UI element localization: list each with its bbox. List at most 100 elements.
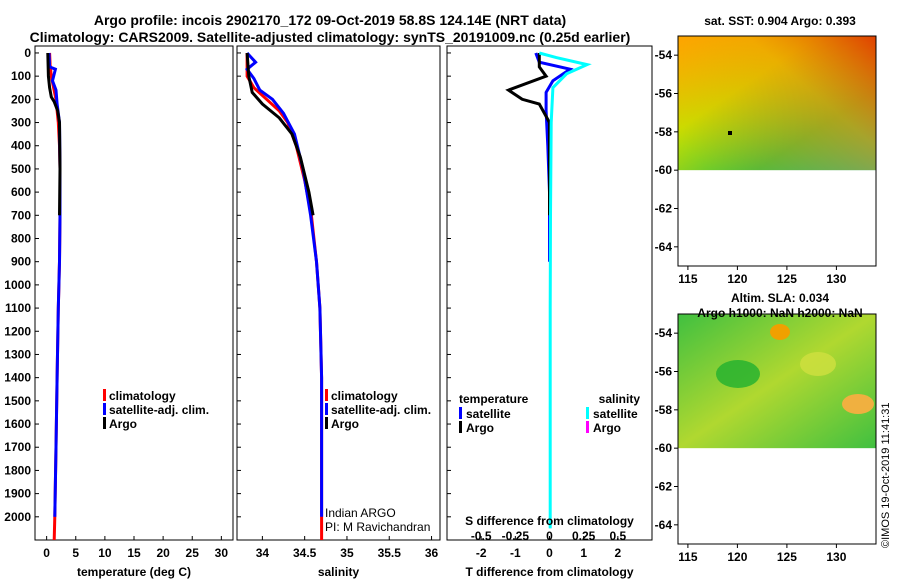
map-y-tick-label: -54 — [655, 326, 673, 340]
map-y-tick-label: -62 — [655, 480, 673, 494]
y-tick-label: 900 — [11, 255, 31, 269]
legend-label: climatology — [109, 389, 176, 403]
legend-swatch — [459, 407, 462, 419]
y-tick-label: 1900 — [4, 487, 31, 501]
legend-label: satellite-adj. clim. — [331, 403, 431, 417]
series-line — [46, 52, 62, 216]
x-tick-label: 35.5 — [378, 546, 402, 560]
secondary-tick-label: 0.25 — [572, 529, 596, 543]
secondary-tick-label: 0 — [546, 529, 553, 543]
map-y-tick-label: -64 — [655, 240, 673, 254]
map-y-tick-label: -64 — [655, 518, 673, 532]
x-tick-label: 25 — [186, 546, 200, 560]
x-tick-label: -2 — [476, 546, 487, 560]
annotation-label: PI: M Ravichandran — [325, 520, 430, 534]
y-tick-label: 600 — [11, 185, 31, 199]
x-tick-label: 30 — [215, 546, 229, 560]
x-tick-label: 5 — [72, 546, 79, 560]
sla-anomaly — [800, 352, 836, 376]
legend-swatch — [103, 417, 106, 429]
y-tick-label: 100 — [11, 69, 31, 83]
map-y-tick-label: -56 — [655, 365, 673, 379]
y-tick-label: 700 — [11, 208, 31, 222]
legend-swatch — [325, 389, 328, 401]
sla-anomaly — [716, 360, 760, 388]
series-line — [245, 52, 315, 216]
x-tick-label: 1 — [580, 546, 587, 560]
map-x-tick-label: 130 — [826, 550, 846, 564]
series-line — [505, 53, 551, 216]
legend-label: satellite-adj. clim. — [109, 403, 209, 417]
x-tick-label: -1 — [510, 546, 521, 560]
y-tick-label: 1600 — [4, 417, 31, 431]
y-tick-label: 1200 — [4, 324, 31, 338]
map-y-tick-label: -62 — [655, 202, 673, 216]
y-tick-label: 1100 — [5, 301, 31, 315]
x-tick-label: 2 — [614, 546, 621, 560]
map-y-tick-label: -56 — [655, 87, 673, 101]
map-y-tick-label: -58 — [655, 403, 673, 417]
series-line — [538, 51, 592, 529]
map-x-tick-label: 115 — [678, 550, 698, 564]
y-tick-label: 300 — [11, 116, 31, 130]
sla-anomaly — [842, 394, 874, 414]
legend-label: satellite — [466, 407, 511, 421]
legend-swatch — [103, 389, 106, 401]
x-axis-label: salinity — [318, 565, 360, 579]
map-x-tick-label: 130 — [826, 272, 846, 286]
sst-map-title: sat. SST: 0.904 Argo: 0.393 — [704, 14, 856, 28]
x-tick-label: 34 — [256, 546, 270, 560]
x-tick-label: 35 — [340, 546, 354, 560]
y-tick-label: 1700 — [4, 440, 31, 454]
map-x-tick-label: 125 — [777, 272, 797, 286]
imos-stamp: ©IMOS 19-Oct-2019 11:41:31 — [880, 402, 892, 548]
x-tick-label: 34.5 — [293, 546, 317, 560]
map-frame — [677, 313, 877, 545]
legend-title: salinity — [599, 392, 641, 406]
secondary-tick-label: -0.25 — [502, 529, 530, 543]
y-tick-label: 2000 — [4, 510, 31, 524]
y-tick-label: 1400 — [4, 371, 31, 385]
legend-label: Argo — [331, 417, 359, 431]
plot-frame — [236, 45, 441, 541]
legend-label: Argo — [593, 421, 621, 435]
y-tick-label: 500 — [11, 162, 31, 176]
map-x-tick-label: 115 — [678, 272, 698, 286]
x-tick-label: 20 — [156, 546, 170, 560]
legend-label: climatology — [331, 389, 398, 403]
y-tick-label: 0 — [24, 46, 31, 60]
map-frame — [677, 35, 877, 267]
map-y-tick-label: -60 — [655, 163, 673, 177]
chart-title: Argo profile: incois 2902170_172 09-Oct-… — [93, 12, 567, 28]
y-tick-label: 200 — [11, 92, 31, 106]
legend-label: satellite — [593, 407, 638, 421]
legend-swatch — [586, 407, 589, 419]
annotation-label: Indian ARGO — [325, 506, 396, 520]
y-tick-label: 400 — [11, 139, 31, 153]
x-tick-label: 0 — [43, 546, 50, 560]
y-tick-label: 1300 — [4, 347, 31, 361]
x-axis-label: T difference from climatology — [465, 565, 633, 579]
chart-subtitle: Climatology: CARS2009. Satellite-adjuste… — [29, 29, 631, 45]
legend-swatch — [103, 403, 106, 415]
plot-frame — [34, 45, 234, 541]
y-tick-label: 800 — [11, 231, 31, 245]
y-tick-label: 1000 — [4, 278, 31, 292]
map-x-tick-label: 120 — [727, 550, 747, 564]
sla-map-title: Altim. SLA: 0.034 — [730, 291, 830, 305]
secondary-tick-label: 0.5 — [609, 529, 626, 543]
x-tick-label: 15 — [127, 546, 141, 560]
x-tick-label: 0 — [546, 546, 553, 560]
map-y-tick-label: -58 — [655, 125, 673, 139]
sst-field-warm — [678, 36, 876, 171]
legend-swatch — [586, 421, 589, 433]
sla-anomaly — [770, 324, 790, 340]
map-y-tick-label: -54 — [655, 48, 673, 62]
x-tick-label: 36 — [425, 546, 439, 560]
legend-label: Argo — [109, 417, 137, 431]
argo-marker — [728, 131, 732, 135]
secondary-tick-label: -0.5 — [471, 529, 492, 543]
x-tick-label: 10 — [98, 546, 112, 560]
legend-title: temperature — [459, 392, 529, 406]
